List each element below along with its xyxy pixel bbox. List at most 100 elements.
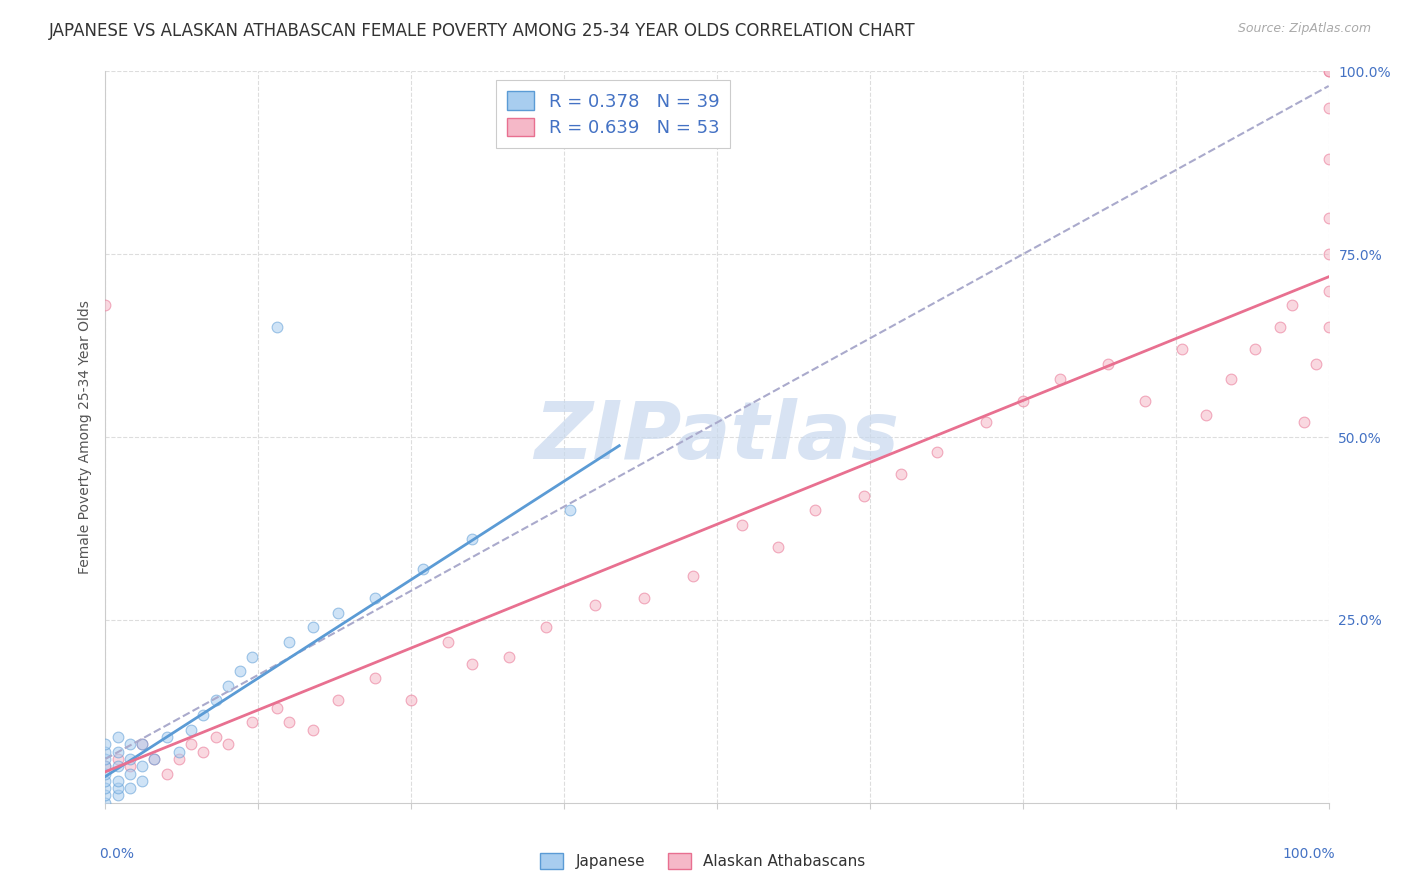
Point: [302, 620, 325, 634]
Point: [1011, 393, 1033, 408]
Point: [143, 752, 166, 766]
Point: [1244, 343, 1267, 357]
Point: [94, 789, 117, 803]
Point: [974, 416, 997, 430]
Point: [768, 540, 790, 554]
Legend: R = 0.378   N = 39, R = 0.639   N = 53: R = 0.378 N = 39, R = 0.639 N = 53: [496, 80, 730, 148]
Point: [240, 649, 263, 664]
Point: [1317, 101, 1340, 115]
Text: 100.0%: 100.0%: [1282, 847, 1334, 861]
Point: [1317, 211, 1340, 225]
Point: [1268, 320, 1291, 334]
Point: [118, 759, 141, 773]
Point: [131, 737, 153, 751]
Point: [107, 730, 129, 744]
Point: [204, 730, 226, 744]
Text: JAPANESE VS ALASKAN ATHABASCAN FEMALE POVERTY AMONG 25-34 YEAR OLDS CORRELATION : JAPANESE VS ALASKAN ATHABASCAN FEMALE PO…: [49, 22, 915, 40]
Point: [180, 737, 202, 751]
Point: [204, 693, 226, 707]
Point: [143, 752, 166, 766]
Point: [118, 781, 141, 796]
Point: [131, 773, 153, 788]
Point: [363, 672, 385, 686]
Point: [633, 591, 655, 605]
Point: [266, 320, 288, 334]
Point: [278, 635, 301, 649]
Point: [682, 569, 704, 583]
Point: [302, 723, 325, 737]
Point: [1049, 371, 1071, 385]
Point: [1171, 343, 1194, 357]
Text: ZIPatlas: ZIPatlas: [534, 398, 900, 476]
Point: [193, 745, 215, 759]
Point: [94, 796, 117, 810]
Point: [118, 752, 141, 766]
Point: [94, 759, 117, 773]
Point: [193, 708, 215, 723]
Point: [804, 503, 827, 517]
Point: [278, 715, 301, 730]
Point: [461, 657, 484, 671]
Point: [1294, 416, 1316, 430]
Point: [1317, 320, 1340, 334]
Point: [107, 789, 129, 803]
Point: [240, 715, 263, 730]
Point: [155, 730, 177, 744]
Point: [94, 773, 117, 788]
Point: [180, 723, 202, 737]
Point: [107, 781, 129, 796]
Point: [107, 773, 129, 788]
Point: [94, 752, 117, 766]
Point: [107, 752, 129, 766]
Point: [1097, 357, 1119, 371]
Point: [852, 489, 875, 503]
Point: [461, 533, 484, 547]
Point: [1281, 298, 1303, 312]
Point: [94, 781, 117, 796]
Point: [1317, 284, 1340, 298]
Legend: Japanese, Alaskan Athabascans: Japanese, Alaskan Athabascans: [534, 847, 872, 875]
Y-axis label: Female Poverty Among 25-34 Year Olds: Female Poverty Among 25-34 Year Olds: [77, 300, 91, 574]
Point: [412, 562, 434, 576]
Point: [1133, 393, 1156, 408]
Point: [1195, 408, 1218, 422]
Point: [131, 737, 153, 751]
Point: [889, 467, 911, 481]
Point: [326, 693, 349, 707]
Point: [1305, 357, 1327, 371]
Point: [1317, 152, 1340, 166]
Point: [94, 745, 117, 759]
Point: [437, 635, 460, 649]
Point: [118, 766, 141, 780]
Text: Source: ZipAtlas.com: Source: ZipAtlas.com: [1237, 22, 1371, 36]
Point: [399, 693, 422, 707]
Point: [1219, 371, 1241, 385]
Point: [217, 679, 239, 693]
Point: [730, 517, 752, 532]
Text: 0.0%: 0.0%: [100, 847, 135, 861]
Point: [155, 766, 177, 780]
Point: [107, 745, 129, 759]
Point: [583, 599, 606, 613]
Point: [927, 444, 949, 458]
Point: [217, 737, 239, 751]
Point: [266, 700, 288, 714]
Point: [1317, 64, 1340, 78]
Point: [94, 298, 117, 312]
Point: [229, 664, 252, 678]
Point: [167, 752, 190, 766]
Point: [363, 591, 385, 605]
Point: [94, 766, 117, 780]
Point: [326, 606, 349, 620]
Point: [94, 737, 117, 751]
Point: [107, 759, 129, 773]
Point: [560, 503, 582, 517]
Point: [1317, 247, 1340, 261]
Point: [534, 620, 557, 634]
Point: [498, 649, 520, 664]
Point: [167, 745, 190, 759]
Point: [1317, 64, 1340, 78]
Point: [131, 759, 153, 773]
Point: [118, 737, 141, 751]
Point: [94, 759, 117, 773]
